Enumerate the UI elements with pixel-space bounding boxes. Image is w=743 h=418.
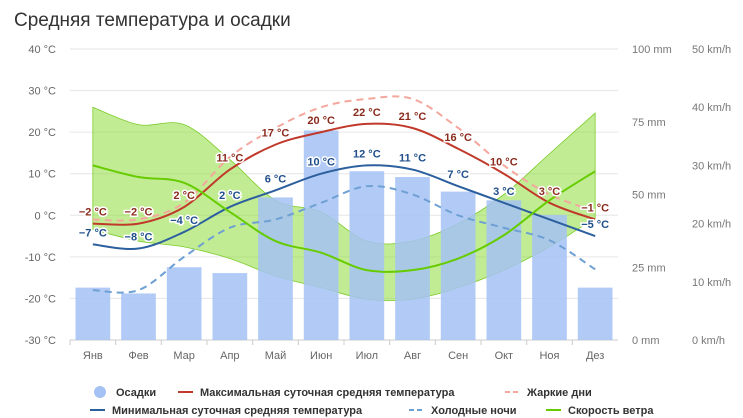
min-temp-label: 6 °C	[265, 173, 287, 185]
precipitation-bar	[440, 191, 476, 340]
max-temp-label: −1 °C	[581, 202, 609, 214]
temperature-line	[92, 122, 596, 226]
legend-label: Жаркие дни	[526, 387, 592, 399]
legend-label: Холодные ночи	[431, 405, 517, 417]
x-tick-label: Ноя	[539, 350, 559, 362]
legend-item[interactable]: Минимальная суточная средняя температура	[90, 405, 363, 417]
precipitation-bar	[395, 177, 430, 340]
precipitation-bar	[258, 197, 293, 340]
x-tick-label: Окт	[495, 350, 514, 362]
series-lines	[92, 95, 596, 294]
legend-label: Минимальная суточная средняя температура	[112, 405, 363, 417]
chart-title: Средняя температура и осадки	[14, 10, 291, 31]
x-tick-label: Июл	[356, 350, 378, 362]
max-temp-label: 16 °C	[444, 132, 472, 144]
x-tick-label: Авг	[404, 350, 421, 362]
max-temp-label: 10 °C	[490, 157, 518, 169]
max-temp-label: 2 °C	[173, 190, 195, 202]
min-temp-label: 11 °C	[399, 153, 426, 165]
max-temp-label: 17 °C	[262, 128, 290, 140]
wind-tick-label: 10 km/h	[692, 277, 731, 289]
dashed-series-line	[92, 95, 596, 222]
wind-tick-label: 20 km/h	[692, 219, 731, 231]
min-temp-label: −5 °C	[581, 219, 609, 231]
x-tick-label: Июн	[310, 350, 332, 362]
max-temp-label: 3 °C	[539, 186, 561, 198]
temperature-tick-label: 0 °C	[34, 210, 56, 222]
precipitation-bar	[166, 267, 202, 340]
legend-item[interactable]: Осадки	[94, 386, 156, 399]
precipitation-bar	[349, 171, 385, 340]
x-tick-label: Апр	[220, 350, 239, 362]
precipitation-bar	[75, 287, 111, 340]
precipitation-tick-label: 25 mm	[632, 262, 666, 274]
precipitation-tick-label: 50 mm	[632, 190, 666, 202]
temperature-tick-label: 10 °C	[28, 169, 56, 181]
x-tick-label: Май	[265, 350, 287, 362]
wind-tick-label: 50 km/h	[692, 44, 731, 56]
temperature-tick-label: 30 °C	[28, 86, 56, 98]
legend-item[interactable]: Жаркие дни	[505, 387, 592, 399]
max-temp-label: 21 °C	[399, 111, 427, 123]
precipitation-tick-label: 0 mm	[632, 335, 660, 347]
min-temp-label: 7 °C	[447, 169, 469, 181]
precipitation-tick-label: 100 mm	[632, 44, 672, 56]
x-tick-label: Мар	[173, 350, 195, 362]
x-tick-label: Фев	[128, 350, 148, 362]
min-temp-label: −7 °C	[79, 227, 107, 239]
temperature-tick-label: -10 °C	[25, 252, 56, 264]
legend[interactable]: Осадки Максимальная суточная средняя темп…	[90, 386, 654, 417]
precipitation-bars	[75, 130, 613, 340]
precipitation-bar	[121, 293, 156, 340]
min-temp-label: 12 °C	[353, 148, 381, 160]
min-temp-label: 3 °C	[493, 186, 515, 198]
max-temp-label: 11 °C	[216, 153, 243, 165]
legend-item[interactable]: Максимальная суточная средняя температур…	[178, 387, 455, 399]
max-temp-label: −2 °C	[125, 207, 153, 219]
min-temp-label: 10 °C	[307, 157, 335, 169]
max-temp-label: 20 °C	[307, 115, 335, 127]
legend-label: Осадки	[116, 387, 156, 399]
wind-tick-label: 40 km/h	[692, 102, 731, 114]
legend-item[interactable]: Скорость ветра	[546, 405, 654, 417]
data-labels: −2 °C −2 °C 2 °C 11 °C 17 °C 20 °C 22 °C 21 °C 1…	[77, 105, 610, 245]
wind-tick-label: 0 km/h	[692, 335, 725, 347]
legend-label: Скорость ветра	[568, 405, 654, 417]
x-tick-label: Сен	[448, 350, 468, 362]
dashed-series-line	[92, 184, 596, 294]
temperature-line	[92, 164, 596, 250]
precipitation-tick-label: 75 mm	[632, 117, 666, 129]
wind-tick-label: 30 km/h	[692, 160, 731, 172]
min-temp-label: 2 °C	[219, 190, 241, 202]
max-temp-label: −2 °C	[79, 207, 107, 219]
temperature-tick-label: -20 °C	[25, 293, 56, 305]
legend-symbol-circle	[94, 386, 106, 398]
temperature-tick-label: 20 °C	[28, 127, 56, 139]
min-temp-label: −4 °C	[170, 215, 198, 227]
precipitation-bar	[532, 214, 567, 340]
precipitation-bar	[212, 273, 248, 340]
temperature-tick-label: -30 °C	[25, 335, 56, 347]
precipitation-bar	[303, 130, 339, 340]
legend-item[interactable]: Холодные ночи	[409, 405, 517, 417]
precipitation-bar	[486, 200, 522, 340]
wind-speed-line	[92, 164, 596, 273]
temperature-tick-label: 40 °C	[28, 44, 56, 56]
x-tick-label: Янв	[83, 350, 103, 362]
precipitation-bar	[577, 287, 613, 340]
legend-label: Максимальная суточная средняя температур…	[200, 387, 455, 399]
axis-ticks: 40 °C 30 °C 20 °C 10 °C 0 °C -10 °C -20 °C -30 …	[25, 44, 731, 362]
max-temp-label: 22 °C	[353, 107, 381, 119]
x-tick-label: Дез	[586, 350, 604, 362]
min-temp-label: −8 °C	[125, 232, 153, 244]
